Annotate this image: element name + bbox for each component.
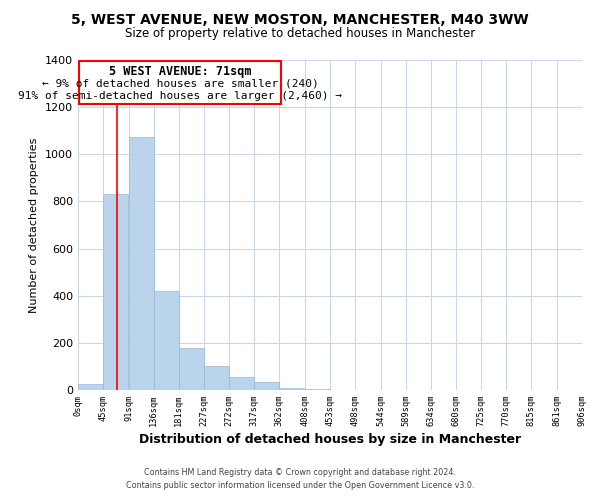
Bar (103, 194, 128, 390)
Text: 5, WEST AVENUE, NEW MOSTON, MANCHESTER, M40 3WW: 5, WEST AVENUE, NEW MOSTON, MANCHESTER, … (71, 12, 529, 26)
Text: ← 9% of detached houses are smaller (240): ← 9% of detached houses are smaller (240… (42, 78, 319, 88)
Y-axis label: Number of detached properties: Number of detached properties (29, 138, 40, 312)
Bar (280, 388, 304, 390)
Text: Size of property relative to detached houses in Manchester: Size of property relative to detached ho… (125, 28, 475, 40)
Bar (154, 291, 179, 390)
Text: 91% of semi-detached houses are larger (2,460) →: 91% of semi-detached houses are larger (… (18, 91, 342, 101)
Text: 5 WEST AVENUE: 71sqm: 5 WEST AVENUE: 71sqm (109, 66, 251, 78)
Bar (179, 348, 204, 390)
X-axis label: Distribution of detached houses by size in Manchester: Distribution of detached houses by size … (139, 434, 521, 446)
Bar (78, 384, 103, 390)
Bar (305, 389, 330, 390)
Text: Contains HM Land Registry data © Crown copyright and database right 2024.
Contai: Contains HM Land Registry data © Crown c… (126, 468, 474, 490)
Bar (254, 382, 280, 390)
Bar (229, 376, 254, 390)
Bar (128, 136, 154, 390)
Bar (204, 366, 229, 390)
FancyBboxPatch shape (79, 61, 281, 104)
